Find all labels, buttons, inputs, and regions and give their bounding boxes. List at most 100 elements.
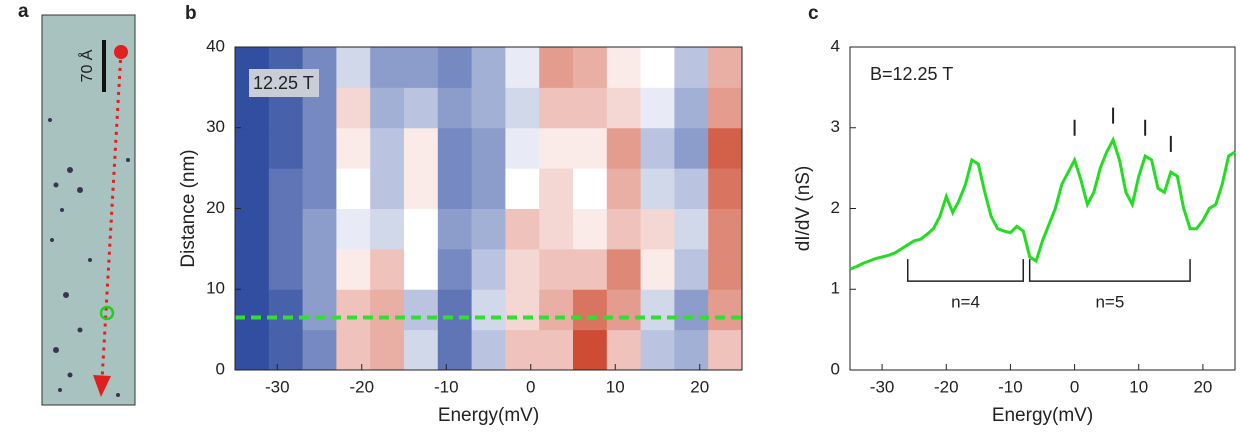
heatmap-cell [437, 127, 473, 169]
heatmap-cell [640, 248, 675, 290]
heatmap-cell [235, 289, 270, 331]
trace-line [100, 51, 123, 381]
heatmap-cell [268, 289, 304, 331]
heatmap-cell [471, 47, 506, 88]
heatmap-cell [539, 168, 574, 209]
heatmap-cell [268, 168, 304, 209]
y-axis-label: Distance (nm) [178, 149, 199, 267]
heatmap-cell [336, 47, 371, 88]
heatmap-cell [539, 329, 574, 371]
heatmap-cell [437, 248, 473, 290]
heatmap-cell [674, 289, 709, 331]
heatmap-cell [573, 208, 608, 250]
x-tick-label: -30 [870, 377, 895, 396]
panel-label: a [18, 1, 29, 22]
heatmap-cell [404, 47, 439, 88]
heatmap-cell [404, 289, 439, 331]
heatmap-cell [674, 87, 709, 129]
heatmap-cell [302, 289, 337, 331]
heatmap-cell [674, 168, 709, 209]
heatmap-cell [505, 127, 540, 169]
heatmap-cell [539, 87, 574, 129]
heatmap-cell [606, 329, 642, 371]
heatmap-cell [336, 329, 371, 371]
heatmap-cell [437, 329, 473, 371]
heatmap-cell [640, 329, 675, 371]
heatmap-cell [302, 127, 337, 169]
y-tick-label: 10 [206, 279, 225, 298]
heatmap-cell [336, 127, 371, 169]
panel-label: c [808, 3, 819, 24]
plot-frame [849, 46, 1236, 371]
heatmap-cell [437, 208, 473, 250]
heatmap-cell [640, 127, 675, 169]
heatmap-cell [302, 248, 337, 290]
heatmap-cell [404, 168, 439, 209]
heatmap-cell [573, 248, 608, 290]
heatmap-cell [606, 47, 642, 88]
heatmap-cell [640, 289, 675, 331]
y-tick-label: 4 [831, 36, 840, 55]
heatmap-cell [404, 208, 439, 250]
heatmap-cell [302, 168, 337, 209]
heatmap-cell [370, 248, 405, 290]
y-axis-label: dI/dV (nS) [793, 166, 814, 252]
bracket-label: n=5 [1095, 293, 1124, 312]
heatmap-cell [573, 47, 608, 88]
heatmap-cell [640, 47, 675, 88]
heatmap-cell [404, 329, 439, 371]
heatmap-cell [708, 168, 743, 209]
heatmap-cell [606, 87, 642, 129]
heatmap-cell [606, 208, 642, 250]
x-tick-label: 0 [1070, 377, 1079, 396]
heatmap-cell [268, 248, 304, 290]
x-tick-label: -20 [349, 377, 374, 396]
annotation-box [249, 69, 319, 97]
heatmap-cell [370, 127, 405, 169]
bracket-label: n=4 [951, 293, 980, 312]
heatmap-cell [505, 289, 540, 331]
x-tick-label: 10 [606, 377, 625, 396]
annotation: 12.25 T [253, 73, 314, 93]
y-tick-label: 0 [216, 359, 225, 378]
spectrum-line [849, 136, 1236, 271]
bracket [1028, 259, 1191, 282]
heatmap-cell [573, 289, 608, 331]
heatmap-cell [606, 127, 642, 169]
bracket [907, 259, 1024, 282]
heatmap-cell [573, 87, 608, 129]
heatmap-cell [708, 47, 743, 88]
heatmap-cell [573, 168, 608, 209]
heatmap-cell [370, 47, 405, 88]
heatmap-cell [336, 168, 371, 209]
heatmap-cell [539, 289, 574, 331]
heatmap-cell [370, 168, 405, 209]
y-tick-label: 1 [831, 279, 840, 298]
heatmap-cell [336, 208, 371, 250]
x-tick-label: -30 [265, 377, 290, 396]
defects [48, 118, 130, 397]
x-tick-label: 20 [690, 377, 709, 396]
y-tick-label: 30 [206, 117, 225, 136]
heatmap-cell [606, 248, 642, 290]
heatmap-cell [573, 127, 608, 169]
image-frame [41, 14, 136, 406]
cut-marker [99, 305, 115, 321]
x-tick-label: 0 [526, 377, 535, 396]
annotation: B=12.25 T [870, 64, 953, 84]
y-tick-label: 2 [831, 198, 840, 217]
scale-label: 70 Å [77, 49, 96, 82]
heatmap-cell [268, 329, 304, 371]
heatmap-cell [268, 208, 304, 250]
trace-arrow [93, 375, 111, 397]
heatmap-cell [370, 289, 405, 331]
heatmap-cell [606, 289, 642, 331]
heatmap-cell [302, 208, 337, 250]
heatmap-cell [471, 248, 506, 290]
heatmap-cell [606, 168, 642, 209]
heatmap-cell [235, 248, 270, 290]
y-tick-label: 0 [831, 359, 840, 378]
x-tick-label: -10 [998, 377, 1023, 396]
heatmap-cell [404, 248, 439, 290]
